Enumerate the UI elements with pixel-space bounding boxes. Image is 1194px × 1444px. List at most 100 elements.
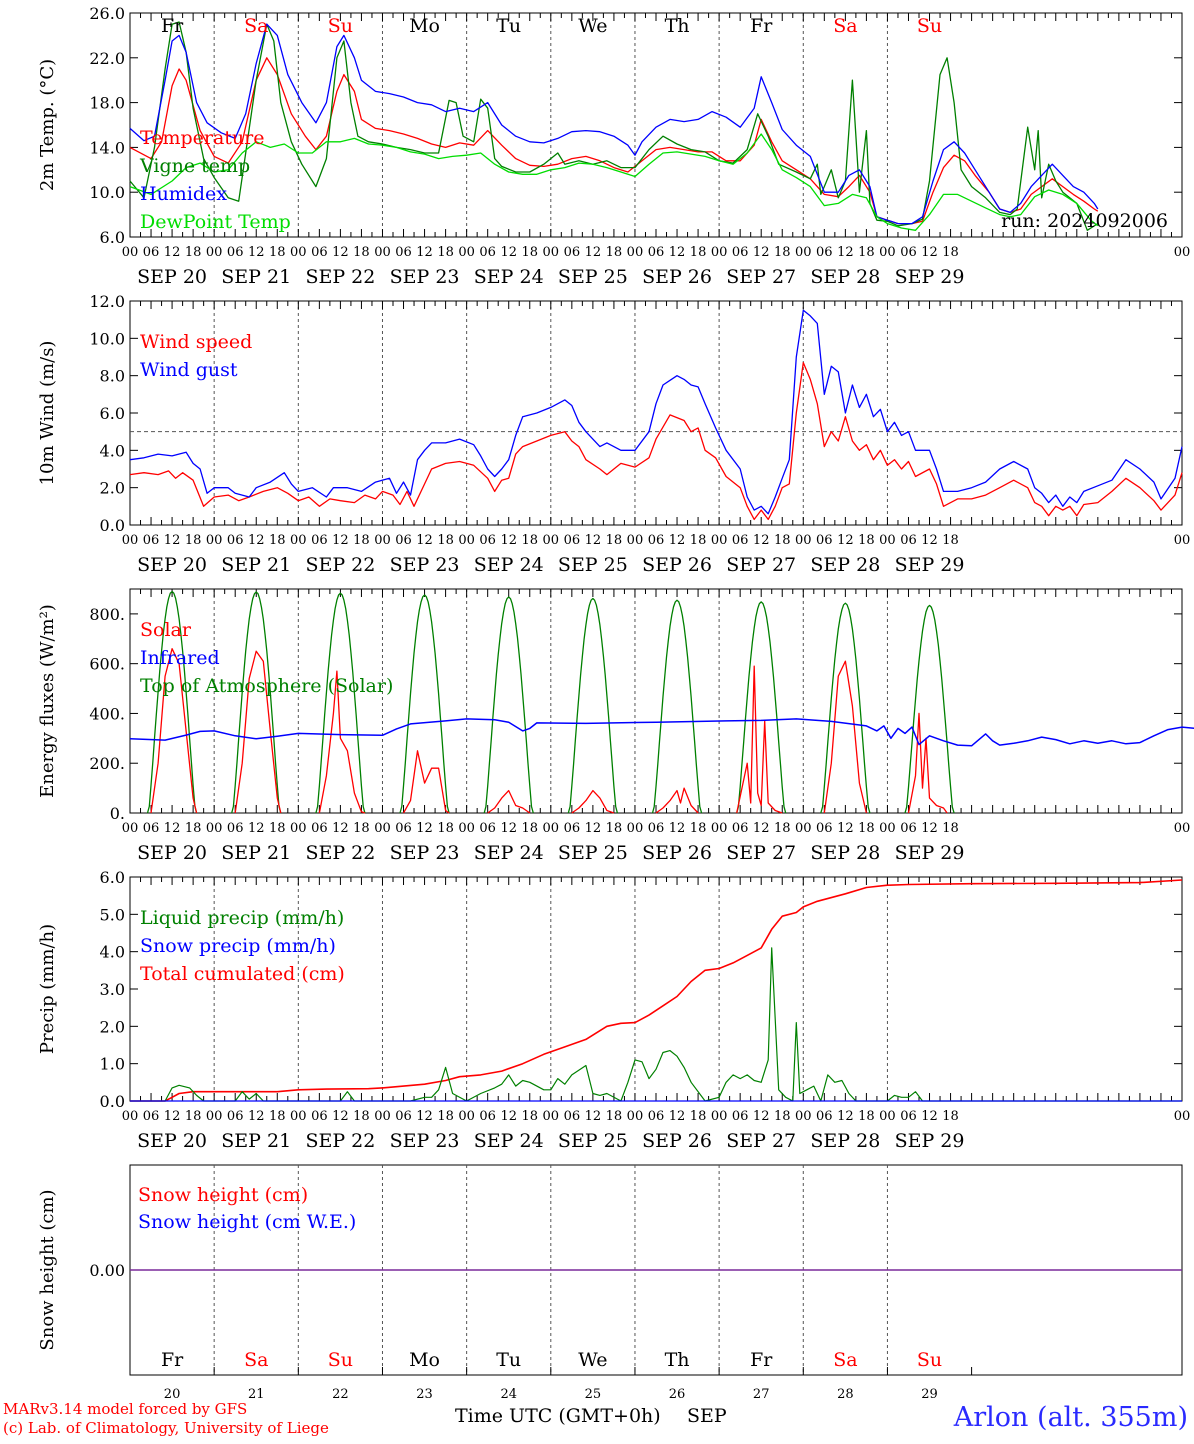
x-hour-tick-label: 00 [122, 1109, 139, 1124]
x-date-label: SEP 25 [558, 842, 628, 864]
x-hour-tick-label: 12 [248, 245, 265, 260]
day-number-label: 25 [585, 1387, 602, 1402]
x-hour-tick-label: 18 [606, 1109, 623, 1124]
x-hour-tick-label: 18 [858, 1109, 875, 1124]
x-hour-tick-label: 06 [311, 821, 328, 836]
x-date-label: SEP 26 [642, 842, 712, 864]
series-liquid-precip-mm-h- [130, 947, 1182, 1102]
x-hour-tick-label: 18 [437, 1109, 454, 1124]
x-hour-tick-label: 06 [900, 821, 917, 836]
legend-wind-gust: Wind gust [140, 359, 238, 381]
x-hour-tick-label: 00 [122, 821, 139, 836]
x-hour-tick-label: 12 [164, 1109, 181, 1124]
legend-solar: Solar [140, 619, 192, 641]
x-hour-tick-label: 06 [395, 245, 412, 260]
x-date-label: SEP 25 [558, 1130, 628, 1152]
x-date-label: SEP 23 [390, 842, 460, 864]
series-top-of-atmosphere-solar [315, 592, 366, 814]
x-hour-tick-label: 06 [311, 1109, 328, 1124]
x-date-label: SEP 23 [390, 1130, 460, 1152]
x-hour-tick-label: 06 [479, 533, 496, 548]
x-hour-tick-label: 18 [185, 821, 202, 836]
x-hour-tick-label: 12 [332, 533, 349, 548]
y-tick-label: 800. [89, 605, 125, 624]
x-hour-tick-label: 18 [185, 533, 202, 548]
x-hour-tick-label: 00 [879, 533, 896, 548]
legend-dewpoint-temp: DewPoint Temp [140, 211, 291, 233]
x-hour-tick-label: 06 [648, 1109, 665, 1124]
x-hour-tick-label: 12 [332, 1109, 349, 1124]
x-hour-tick-label: 00 [795, 821, 812, 836]
weekday-label: Fr [161, 1349, 184, 1371]
y-tick-label: 10.0 [89, 329, 125, 348]
series-solar [402, 750, 450, 814]
legend-humidex: Humidex [140, 183, 227, 205]
x-hour-tick-label: 00 [458, 1109, 475, 1124]
x-hour-tick-label: 00 [1174, 533, 1191, 548]
weekday-label: Tu [496, 15, 521, 37]
x-date-label: SEP 20 [137, 554, 207, 576]
x-date-label: SEP 25 [558, 554, 628, 576]
y-tick-label: 200. [89, 754, 125, 773]
legend-top-of-atmosphere-solar: Top of Atmosphere (Solar) [140, 675, 393, 697]
x-hour-tick-label: 06 [900, 533, 917, 548]
x-hour-tick-label: 18 [858, 821, 875, 836]
x-hour-tick-label: 06 [143, 1109, 160, 1124]
x-hour-tick-label: 06 [143, 245, 160, 260]
x-hour-tick-label: 12 [921, 245, 938, 260]
x-hour-tick-label: 12 [416, 1109, 433, 1124]
x-hour-tick-label: 06 [564, 821, 581, 836]
day-number-label: 23 [416, 1387, 433, 1402]
x-date-label: SEP 21 [221, 1130, 291, 1152]
day-number-label: 29 [921, 1387, 938, 1402]
x-hour-tick-label: 00 [627, 1109, 644, 1124]
x-date-label: SEP 20 [137, 1130, 207, 1152]
x-hour-tick-label: 06 [648, 245, 665, 260]
weekday-label: Sa [833, 15, 857, 37]
x-hour-tick-label: 18 [437, 245, 454, 260]
y-tick-label: 2.0 [100, 1017, 125, 1036]
x-hour-tick-label: 18 [521, 821, 538, 836]
weekday-label: Fr [161, 15, 184, 37]
x-hour-tick-label: 06 [395, 821, 412, 836]
y-axis-title: 10m Wind (m/s) [37, 341, 58, 486]
x-date-label: SEP 22 [305, 266, 375, 288]
x-hour-tick-label: 06 [900, 1109, 917, 1124]
x-hour-tick-label: 06 [311, 245, 328, 260]
weekday-label: Su [328, 15, 353, 37]
series-top-of-atmosphere-solar [567, 597, 619, 814]
x-hour-tick-label: 12 [585, 245, 602, 260]
x-hour-tick-label: 00 [879, 1109, 896, 1124]
x-hour-tick-label: 00 [543, 1109, 560, 1124]
x-hour-tick-label: 00 [795, 1109, 812, 1124]
y-tick-label: 400. [89, 704, 125, 723]
x-hour-tick-label: 18 [269, 821, 286, 836]
x-hour-tick-label: 18 [521, 245, 538, 260]
x-hour-tick-label: 12 [669, 1109, 686, 1124]
y-tick-label: 6.0 [100, 228, 125, 247]
x-hour-tick-label: 12 [164, 533, 181, 548]
x-hour-tick-label: 00 [543, 533, 560, 548]
x-hour-tick-label: 12 [837, 533, 854, 548]
x-date-label: SEP 21 [221, 842, 291, 864]
series-solar [655, 787, 699, 814]
x-hour-tick-label: 00 [711, 1109, 728, 1124]
series-dewpoint-temp [129, 133, 1099, 231]
x-date-label: SEP 20 [137, 842, 207, 864]
x-hour-tick-label: 18 [269, 533, 286, 548]
x-hour-tick-label: 06 [143, 533, 160, 548]
x-hour-tick-label: 00 [206, 821, 223, 836]
series-top-of-atmosphere-solar [146, 590, 198, 814]
x-date-label: SEP 24 [474, 1130, 544, 1152]
legend-wind-speed: Wind speed [140, 331, 252, 353]
x-hour-tick-label: 12 [416, 245, 433, 260]
weekday-label: Fr [750, 15, 773, 37]
x-hour-tick-label: 12 [921, 821, 938, 836]
x-hour-tick-label: 18 [353, 245, 370, 260]
x-date-label: SEP 29 [895, 554, 965, 576]
x-hour-tick-label: 18 [774, 1109, 791, 1124]
x-hour-tick-label: 00 [374, 533, 391, 548]
day-number-label: 24 [500, 1387, 517, 1402]
x-hour-tick-label: 06 [143, 821, 160, 836]
weekday-label: We [578, 15, 607, 37]
